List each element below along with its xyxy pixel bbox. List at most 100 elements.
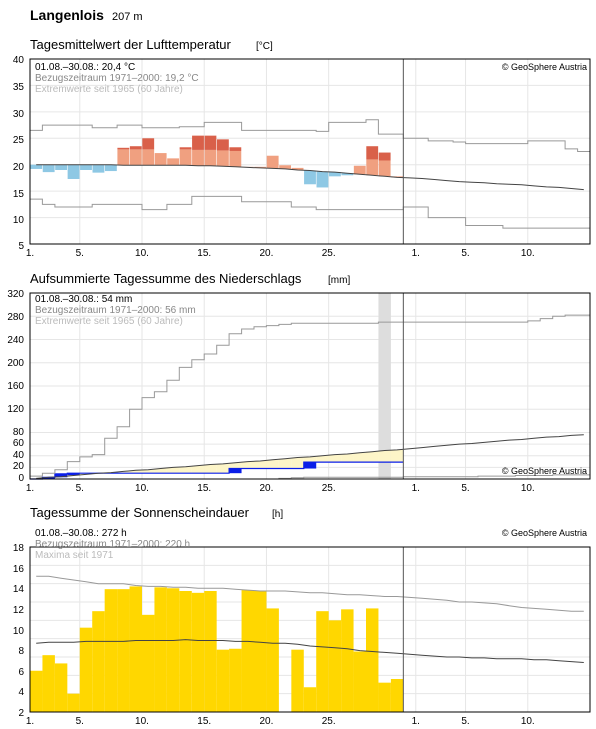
temperature-bar [266, 155, 279, 169]
temperature-bar [129, 146, 142, 150]
temperature-bar [167, 158, 180, 166]
copyright-precipitation: © GeoSphere Austria [502, 466, 587, 476]
x-tick-label: 10. [135, 716, 149, 727]
sunshine-bar [117, 589, 130, 712]
temperature-bar [216, 139, 229, 151]
sunshine-bar [254, 591, 267, 712]
cumulative-deviation-bar [291, 457, 304, 469]
cumulative-deviation-bar [179, 466, 192, 474]
y-tick-label: 40 [13, 450, 25, 461]
y-tick-label: 6 [18, 667, 24, 678]
y-tick-label: 16 [13, 564, 25, 575]
x-tick-label: 1. [26, 483, 34, 494]
series-min-line [30, 195, 590, 229]
cumulative-deviation-bar [278, 458, 292, 469]
x-tick-label: 5. [461, 716, 469, 727]
x-tick-label: 10. [521, 716, 535, 727]
temperature-bar [104, 164, 117, 172]
y-tick-label: 40 [13, 55, 25, 66]
sunshine-bar [366, 608, 379, 712]
cumulative-deviation-bar [191, 465, 205, 474]
y-tick-label: 0 [18, 473, 24, 484]
cumulative-line [30, 461, 404, 480]
sunshine-bar [54, 663, 68, 712]
sunshine-bar [353, 651, 366, 712]
temperature-bar [353, 165, 366, 175]
temperature-bar [129, 149, 142, 166]
cumulative-deviation-bar [390, 449, 404, 463]
series-max-line [30, 314, 590, 477]
temperature-bar [192, 135, 204, 150]
sunshine-bar [216, 649, 230, 712]
x-tick-label: 1. [412, 716, 420, 727]
sunshine-bar [341, 609, 354, 712]
series-normal-line [36, 434, 584, 479]
sunshine-bar [303, 687, 317, 712]
y-tick-label: 25 [13, 135, 25, 146]
temperature-bar [229, 150, 242, 167]
temperature-bar [378, 160, 391, 177]
cumulative-deviation-bar [366, 451, 379, 463]
cumulative-deviation-bar [316, 455, 329, 463]
y-tick-label: 18 [13, 543, 25, 554]
temperature-bar [204, 135, 217, 150]
precipitation-increment-bar [229, 468, 242, 474]
series-max-line [30, 119, 590, 152]
plot-sunshine [29, 546, 591, 713]
cumulative-deviation-bar [166, 467, 180, 474]
info-period-temperature: 01.08.–30.08.: 20,4 °C [35, 62, 135, 73]
info-extremes-precipitation: Extremwerte seit 1965 (60 Jahre) [35, 316, 183, 327]
sunshine-bar [266, 608, 279, 712]
y-tick-label: 12 [13, 605, 25, 616]
temperature-bar [117, 149, 130, 166]
x-tick-label: 5. [76, 248, 84, 259]
sunshine-bar [42, 655, 55, 712]
y-tick-label: 280 [7, 312, 24, 323]
y-tick-label: 120 [7, 404, 24, 415]
cumulative-deviation-bar [266, 459, 279, 469]
y-tick-label: 160 [7, 381, 24, 392]
temperature-bar [216, 150, 229, 167]
temperature-bar [142, 138, 155, 150]
x-tick-label: 1. [26, 716, 34, 727]
temperature-bar [229, 147, 242, 151]
y-tick-label: 14 [13, 584, 25, 595]
cumulative-deviation-bar [353, 452, 366, 463]
x-tick-label: 1. [412, 248, 420, 259]
panel-title-temperature: Tagesmittelwert der Lufttemperatur [30, 37, 232, 52]
cumulative-deviation-bar [241, 461, 254, 469]
info-reference-precipitation: Bezugszeitraum 1971–2000: 56 mm [35, 305, 196, 316]
sunshine-bar [104, 589, 118, 712]
x-tick-label: 10. [135, 483, 149, 494]
panel-unit-temperature: [°C] [256, 41, 273, 52]
cumulative-deviation-bar [204, 464, 217, 474]
sunshine-bar [390, 679, 404, 712]
x-tick-label: 25. [322, 716, 336, 727]
plot-frame [29, 58, 591, 245]
x-tick-label: 5. [461, 483, 469, 494]
y-tick-label: 10 [13, 626, 25, 637]
info-maxima-sunshine: Maxima seit 1971 [35, 550, 114, 561]
x-tick-label: 1. [26, 248, 34, 259]
temperature-bar [304, 170, 316, 185]
sunshine-bar [166, 588, 180, 712]
y-tick-label: 4 [18, 687, 24, 698]
y-tick-label: 15 [13, 189, 25, 200]
series-normal-line [36, 164, 584, 191]
sunshine-bar [129, 586, 142, 712]
temperature-bar [366, 146, 379, 160]
sunshine-bar [291, 649, 304, 712]
sunshine-bar [204, 591, 217, 712]
x-tick-label: 20. [259, 483, 273, 494]
cumulative-deviation-bar [229, 462, 242, 469]
temperature-bar [30, 164, 43, 169]
x-tick-label: 15. [197, 483, 211, 494]
info-extremes-temperature: Extremwerte seit 1965 (60 Jahre) [35, 84, 183, 95]
series-max-line [36, 575, 584, 612]
y-tick-label: 200 [7, 358, 24, 369]
y-tick-label: 240 [7, 335, 24, 346]
precipitation-increment-bar [303, 462, 317, 469]
x-tick-label: 10. [521, 483, 535, 494]
x-tick-label: 10. [135, 248, 149, 259]
